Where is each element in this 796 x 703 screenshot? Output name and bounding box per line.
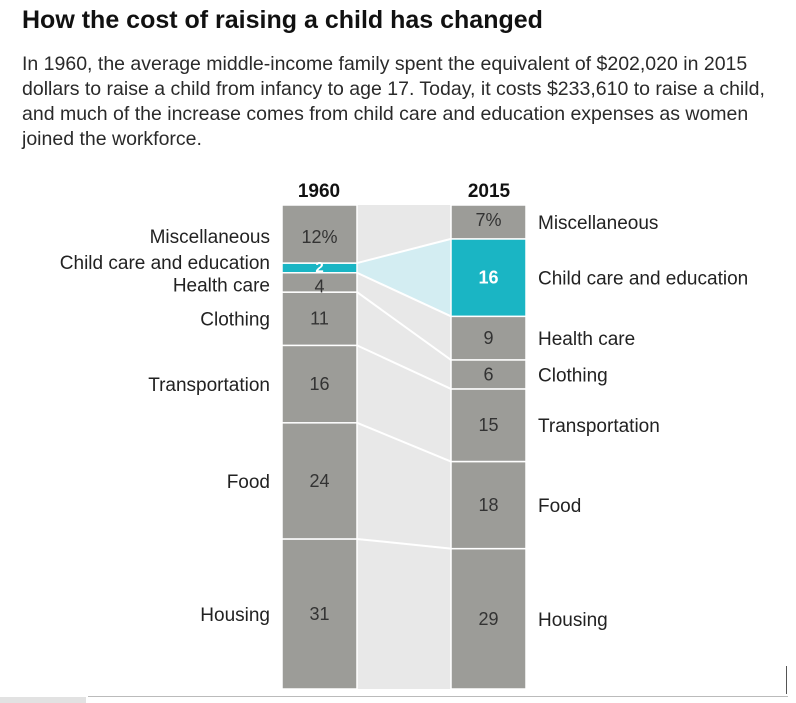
edge-mark	[786, 666, 787, 694]
value-label-housing-2015: 29	[478, 609, 498, 629]
value-label-clothing-1960: 11	[310, 309, 329, 329]
value-label-child-care-and-education-1960: 2	[315, 259, 323, 276]
bar-housing-2015	[450, 547, 527, 690]
value-label-food-2015: 18	[478, 495, 498, 515]
bar-health-care-2015	[450, 315, 527, 361]
value-label-housing-1960: 31	[309, 604, 329, 624]
value-label-health-care-2015: 9	[483, 328, 493, 348]
value-label-transportation-1960: 16	[309, 374, 329, 394]
category-label-left-food: Food	[227, 472, 270, 493]
value-label-child-care-and-education-2015: 16	[478, 268, 498, 288]
bar-food-1960	[281, 422, 358, 540]
bar-miscellaneous-1960	[281, 204, 358, 264]
column-header-1960: 1960	[298, 181, 340, 202]
chart-title: How the cost of raising a child has chan…	[22, 6, 543, 34]
value-label-miscellaneous-2015: 7%	[475, 210, 501, 230]
connector-line	[356, 237, 452, 265]
value-label-miscellaneous-1960: 12%	[301, 227, 337, 247]
bar-transportation-2015	[450, 388, 527, 463]
bar-food-2015	[450, 460, 527, 550]
value-label-transportation-2015: 15	[478, 415, 498, 435]
bar-clothing-1960	[281, 291, 358, 347]
category-label-right-miscellaneous: Miscellaneous	[538, 213, 658, 234]
connector-line	[356, 537, 452, 550]
category-label-left-housing: Housing	[200, 605, 270, 626]
category-label-left-clothing: Clothing	[200, 310, 270, 331]
value-label-clothing-2015: 6	[483, 364, 493, 384]
highlight-connector	[357, 238, 451, 317]
category-label-right-food: Food	[538, 496, 581, 517]
connector-line	[356, 344, 452, 390]
bar-child-care-and-education-2015	[450, 238, 527, 318]
column-header-2015: 2015	[468, 181, 511, 202]
bar-miscellaneous-2015	[450, 204, 527, 240]
category-label-left-miscellaneous: Miscellaneous	[150, 227, 270, 248]
chart-subtitle: In 1960, the average middle-income famil…	[22, 53, 765, 150]
category-label-right-clothing: Clothing	[538, 365, 608, 386]
connector-line	[356, 271, 452, 318]
bottom-rule	[88, 696, 788, 697]
category-label-left-child-care-and-education: Child care and education	[60, 253, 270, 274]
connector-line	[356, 291, 452, 361]
category-label-right-housing: Housing	[538, 610, 608, 631]
bar-housing-1960	[281, 538, 358, 690]
value-label-food-1960: 24	[309, 471, 329, 491]
category-label-right-child-care-and-education: Child care and education	[538, 269, 748, 290]
category-label-left-transportation: Transportation	[148, 375, 270, 396]
value-label-health-care-1960: 4	[314, 276, 324, 296]
category-label-right-health-care: Health care	[538, 329, 635, 350]
connector-line	[356, 421, 452, 463]
category-label-right-transportation: Transportation	[538, 416, 660, 437]
bottom-tab	[0, 697, 86, 703]
bar-transportation-1960	[281, 344, 358, 424]
category-label-left-health-care: Health care	[173, 275, 270, 296]
